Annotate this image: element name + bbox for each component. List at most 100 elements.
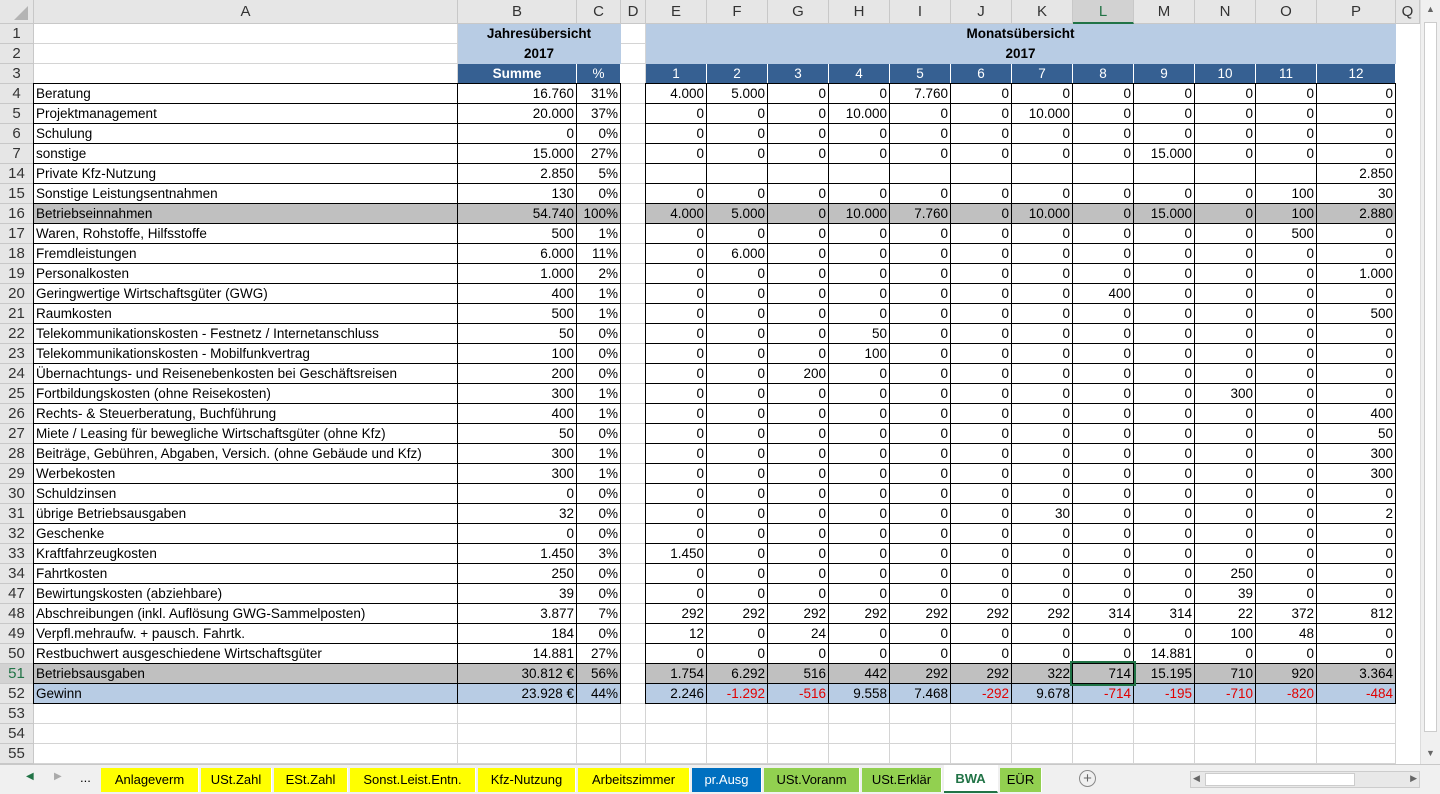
column-header-q[interactable]: Q — [1396, 0, 1420, 24]
month-value-cell[interactable]: 50 — [1316, 423, 1396, 444]
month-value-cell[interactable]: 0 — [1133, 623, 1195, 644]
row-header-33[interactable]: 33 — [0, 544, 34, 564]
month-value-cell[interactable]: 0 — [950, 383, 1012, 404]
cell[interactable] — [621, 344, 646, 364]
year-percent-cell[interactable]: 3% — [576, 543, 621, 564]
month-value-cell[interactable]: 39 — [1194, 583, 1256, 604]
month-value-cell[interactable]: 0 — [1011, 523, 1073, 544]
month-value-cell[interactable]: 0 — [1194, 483, 1256, 504]
month-value-cell[interactable]: 0 — [706, 363, 768, 384]
year-sum-cell[interactable]: 50 — [457, 323, 577, 344]
month-value-cell[interactable]: 0 — [889, 263, 951, 284]
month-value-cell[interactable]: 314 — [1072, 603, 1134, 624]
month-value-cell[interactable]: 0 — [1316, 363, 1396, 384]
month-value-cell[interactable]: 0 — [950, 543, 1012, 564]
month-value-cell[interactable]: 0 — [1072, 203, 1134, 224]
month-value-cell[interactable]: 0 — [1255, 543, 1317, 564]
column-header-l[interactable]: L — [1073, 0, 1134, 24]
month-value-cell[interactable]: 0 — [1316, 483, 1396, 504]
month-value-cell[interactable]: 12 — [645, 623, 707, 644]
cell[interactable] — [1012, 724, 1073, 744]
month-value-cell[interactable]: 0 — [645, 463, 707, 484]
month-value-cell[interactable]: 0 — [828, 403, 890, 424]
month-value-cell[interactable]: -710 — [1194, 683, 1256, 704]
month-value-cell[interactable]: 292 — [889, 663, 951, 684]
cell[interactable] — [621, 184, 646, 204]
year-percent-cell[interactable]: 0% — [576, 483, 621, 504]
cell[interactable] — [1195, 724, 1256, 744]
row-header-23[interactable]: 23 — [0, 344, 34, 364]
month-value-cell[interactable]: 0 — [889, 283, 951, 304]
cell[interactable] — [34, 724, 458, 744]
month-value-cell[interactable]: 0 — [645, 443, 707, 464]
row-header-15[interactable]: 15 — [0, 184, 34, 204]
month-value-cell[interactable]: 10.000 — [828, 203, 890, 224]
year-percent-cell[interactable]: 27% — [576, 643, 621, 664]
month-value-cell[interactable]: 0 — [706, 343, 768, 364]
month-value-cell[interactable] — [1194, 163, 1256, 184]
year-percent-cell[interactable]: 31% — [576, 83, 621, 104]
month-value-cell[interactable]: 920 — [1255, 663, 1317, 684]
month-value-cell[interactable]: 0 — [767, 563, 829, 584]
cell[interactable] — [1317, 704, 1396, 724]
month-value-cell[interactable] — [950, 163, 1012, 184]
horizontal-scrollbar[interactable]: ◀ ▶ — [1190, 771, 1420, 788]
month-value-cell[interactable]: 0 — [1072, 183, 1134, 204]
cell[interactable] — [768, 704, 829, 724]
row-label[interactable]: Werbekosten — [33, 463, 458, 484]
cell[interactable] — [1256, 744, 1317, 764]
month-value-cell[interactable]: 0 — [1194, 503, 1256, 524]
cell[interactable] — [1134, 724, 1195, 744]
row-label[interactable]: sonstige — [33, 143, 458, 164]
month-value-cell[interactable]: 0 — [1133, 443, 1195, 464]
month-value-cell[interactable] — [706, 163, 768, 184]
row-label[interactable]: Personalkosten — [33, 263, 458, 284]
month-value-cell[interactable]: 292 — [645, 603, 707, 624]
cell[interactable] — [621, 404, 646, 424]
row-label[interactable]: Gewinn — [33, 683, 458, 704]
month-value-cell[interactable]: 0 — [1133, 283, 1195, 304]
column-header-h[interactable]: H — [829, 0, 890, 24]
month-value-cell[interactable]: 0 — [828, 303, 890, 324]
month-value-cell[interactable]: 0 — [889, 563, 951, 584]
month-value-cell[interactable]: 0 — [1255, 403, 1317, 424]
month-value-cell[interactable]: 0 — [767, 583, 829, 604]
cell[interactable] — [621, 284, 646, 304]
cell[interactable] — [1195, 744, 1256, 764]
tab-prev-icon[interactable]: ◀ — [26, 771, 34, 782]
month-value-cell[interactable]: 0 — [1255, 283, 1317, 304]
month-value-cell[interactable]: 0 — [1072, 243, 1134, 264]
month-value-cell[interactable]: 0 — [828, 443, 890, 464]
sheet-tab-ust-voranm[interactable]: USt.Voranm — [764, 768, 860, 792]
month-value-cell[interactable]: 0 — [1316, 143, 1396, 164]
month-value-cell[interactable]: 0 — [889, 383, 951, 404]
cell[interactable] — [577, 744, 621, 764]
month-value-cell[interactable]: 50 — [828, 323, 890, 344]
month-value-cell[interactable] — [645, 163, 707, 184]
month-value-cell[interactable]: 0 — [1194, 223, 1256, 244]
cell[interactable] — [1134, 744, 1195, 764]
column-header-a[interactable]: A — [34, 0, 458, 24]
month-value-cell[interactable]: 300 — [1316, 443, 1396, 464]
row-label[interactable]: Kraftfahrzeugkosten — [33, 543, 458, 564]
month-value-cell[interactable]: 2 — [1316, 503, 1396, 524]
month-value-cell[interactable]: 0 — [1255, 303, 1317, 324]
month-value-cell[interactable]: 516 — [767, 663, 829, 684]
month-value-cell[interactable]: 0 — [767, 543, 829, 564]
month-value-cell[interactable]: 0 — [645, 323, 707, 344]
row-header-27[interactable]: 27 — [0, 424, 34, 444]
month-value-cell[interactable]: 292 — [828, 603, 890, 624]
month-value-cell[interactable]: 300 — [1194, 383, 1256, 404]
month-value-cell[interactable]: 0 — [1133, 363, 1195, 384]
month-value-cell[interactable]: 10.000 — [1011, 203, 1073, 224]
row-label[interactable]: Abschreibungen (inkl. Auflösung GWG-Samm… — [33, 603, 458, 624]
month-value-cell[interactable]: 0 — [1194, 343, 1256, 364]
month-value-cell[interactable]: 0 — [1316, 343, 1396, 364]
month-value-cell[interactable]: 0 — [950, 503, 1012, 524]
month-value-cell[interactable]: 0 — [889, 543, 951, 564]
month-value-cell[interactable]: 0 — [1316, 523, 1396, 544]
cell[interactable] — [621, 604, 646, 624]
month-value-cell[interactable]: 0 — [706, 423, 768, 444]
month-value-cell[interactable]: 0 — [1011, 543, 1073, 564]
month-value-cell[interactable]: 0 — [1194, 243, 1256, 264]
